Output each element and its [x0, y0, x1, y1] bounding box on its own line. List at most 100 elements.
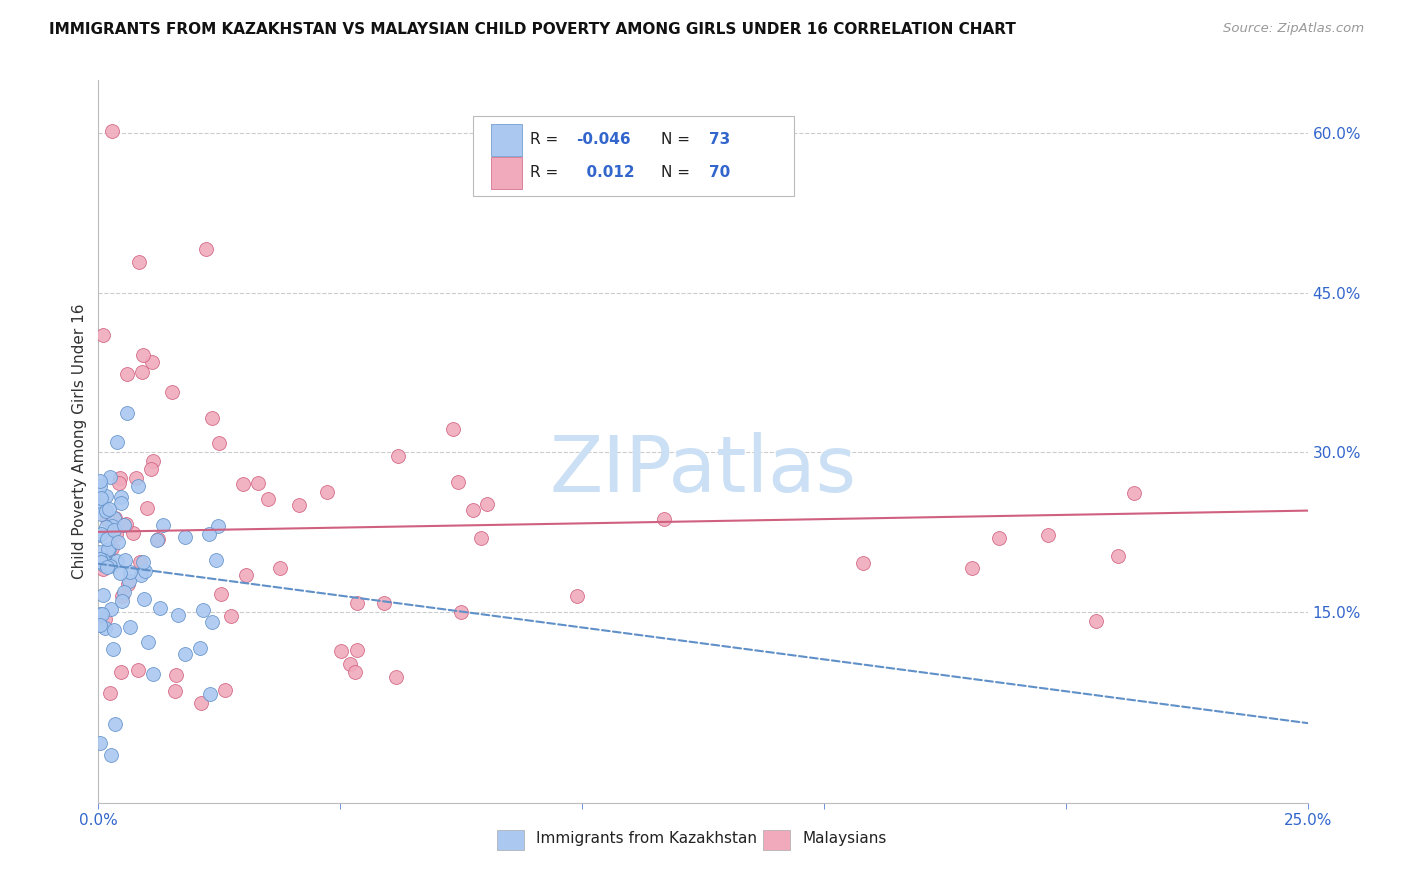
Point [142, 453, 165, 467]
Text: -0.046: -0.046 [576, 132, 631, 147]
Point [96, 512, 118, 526]
Point [190, 697, 212, 711]
Point [1036, 528, 1059, 542]
Point [115, 368, 138, 382]
Bar [492, 157, 522, 189]
Point [207, 519, 229, 533]
Point [89, 528, 111, 542]
Point [112, 585, 135, 599]
Point [127, 663, 149, 677]
Point [132, 591, 155, 606]
Point [101, 124, 124, 138]
Point [129, 555, 152, 569]
Point [110, 665, 132, 680]
Point [105, 434, 128, 449]
Point [100, 602, 122, 616]
Point [463, 502, 485, 516]
Point [96, 533, 118, 547]
Point [1084, 614, 1107, 628]
Point [89, 500, 111, 514]
Point [120, 565, 142, 579]
Point [988, 531, 1011, 545]
Point [339, 657, 361, 672]
Text: ZIPatlas: ZIPatlas [550, 433, 856, 508]
Point [93, 588, 115, 602]
Point [100, 519, 122, 533]
Text: 70: 70 [709, 165, 730, 180]
Point [94, 553, 117, 567]
Point [346, 596, 368, 610]
Point [165, 684, 187, 698]
Point [103, 623, 125, 637]
Point [160, 384, 183, 399]
Point [90, 498, 112, 512]
Point [93, 327, 115, 342]
Point [447, 475, 470, 489]
Point [91, 558, 114, 572]
Point [209, 587, 232, 601]
Point [269, 560, 291, 574]
Point [117, 406, 139, 420]
Point [89, 736, 111, 750]
Point [173, 648, 195, 662]
Text: N =: N = [661, 132, 695, 147]
Point [90, 526, 112, 541]
Point [198, 687, 221, 701]
Point [132, 348, 155, 362]
Point [173, 530, 195, 544]
Point [98, 557, 121, 571]
Point [127, 478, 149, 492]
Point [329, 644, 352, 658]
Point [166, 607, 188, 622]
Text: R =: R = [530, 165, 564, 180]
Point [567, 589, 589, 603]
Point [450, 605, 472, 619]
Point [219, 609, 242, 624]
Bar [492, 124, 522, 156]
Point [110, 496, 132, 510]
Point [141, 354, 163, 368]
Bar [498, 830, 524, 850]
Text: Source: ZipAtlas.com: Source: ZipAtlas.com [1223, 22, 1364, 36]
Point [125, 471, 148, 485]
Point [191, 603, 214, 617]
Point [131, 365, 153, 379]
Point [110, 594, 132, 608]
Point [235, 567, 257, 582]
Point [94, 504, 117, 518]
Point [387, 449, 409, 463]
Point [96, 519, 118, 533]
Point [134, 564, 156, 578]
FancyBboxPatch shape [474, 117, 793, 196]
Point [89, 617, 111, 632]
Point [94, 621, 117, 635]
Point [232, 476, 254, 491]
Point [105, 554, 128, 568]
Point [246, 475, 269, 490]
Point [101, 641, 124, 656]
Point [117, 577, 139, 591]
Point [146, 532, 169, 546]
Point [100, 470, 122, 484]
Point [98, 686, 121, 700]
Point [94, 612, 117, 626]
Point [89, 556, 111, 570]
Point [128, 254, 150, 268]
Point [441, 422, 464, 436]
Point [373, 596, 395, 610]
Point [98, 502, 121, 516]
Point [89, 607, 111, 621]
Point [475, 497, 498, 511]
Y-axis label: Child Poverty Among Girls Under 16: Child Poverty Among Girls Under 16 [72, 304, 87, 579]
Point [208, 436, 231, 450]
Point [201, 615, 224, 629]
Point [93, 553, 115, 567]
Point [652, 512, 675, 526]
Point [198, 527, 221, 541]
Point [100, 541, 122, 555]
Point [91, 562, 114, 576]
Point [103, 511, 125, 525]
Point [152, 518, 174, 533]
Point [131, 555, 153, 569]
Point [111, 589, 134, 603]
